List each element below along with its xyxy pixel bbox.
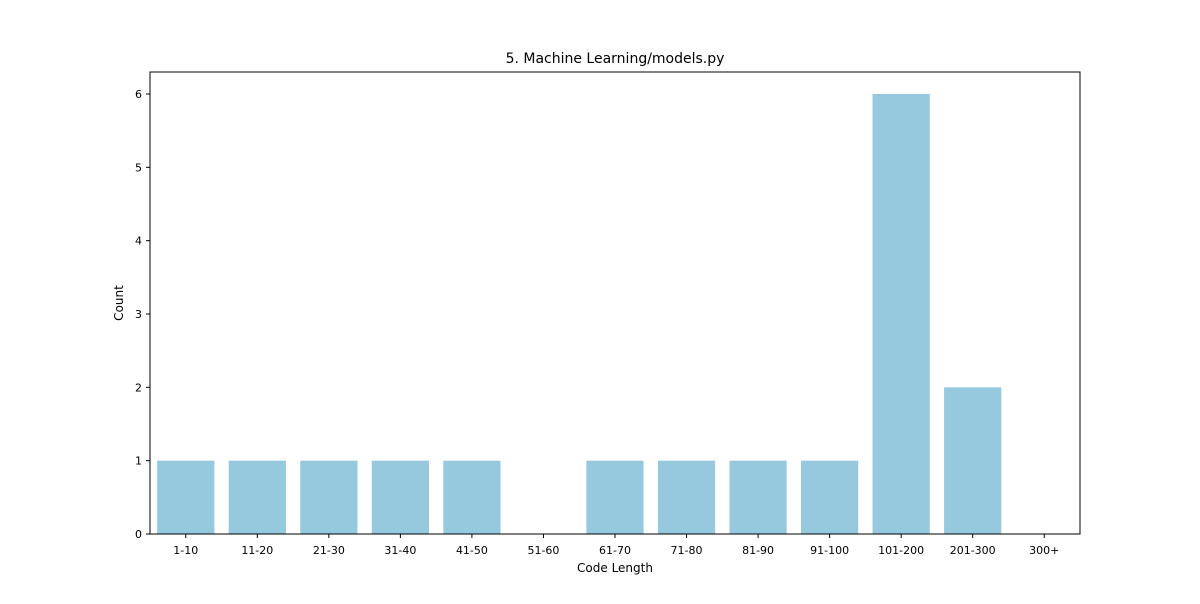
y-axis-label: Count bbox=[112, 285, 126, 321]
y-tick-label: 5 bbox=[135, 161, 142, 174]
bar-91-100 bbox=[801, 460, 859, 534]
bar-1-10 bbox=[157, 460, 215, 534]
bar-201-300 bbox=[944, 387, 1002, 534]
y-tick-label: 2 bbox=[135, 381, 142, 394]
bar-101-200 bbox=[872, 94, 930, 534]
x-tick-label: 201-300 bbox=[950, 544, 996, 557]
x-tick-label: 31-40 bbox=[384, 544, 416, 557]
bar-61-70 bbox=[586, 460, 644, 534]
x-tick-label: 61-70 bbox=[599, 544, 631, 557]
y-tick-label: 3 bbox=[135, 308, 142, 321]
x-tick-label: 51-60 bbox=[527, 544, 559, 557]
y-tick-label: 4 bbox=[135, 235, 142, 248]
bar-71-80 bbox=[657, 460, 716, 534]
x-axis: 1-10 11-20 21-30 31-40 41-50 51-60 61-70 71-80 8… bbox=[173, 534, 1059, 557]
bar-21-30 bbox=[300, 460, 358, 534]
bar-31-40 bbox=[371, 460, 429, 534]
x-tick-label: 300+ bbox=[1029, 544, 1059, 557]
bar-41-50 bbox=[443, 460, 501, 534]
x-tick-label: 11-20 bbox=[241, 544, 273, 557]
y-tick-label: 1 bbox=[135, 455, 142, 468]
y-tick-label: 0 bbox=[135, 528, 142, 541]
x-tick-label: 41-50 bbox=[456, 544, 488, 557]
bars-layer bbox=[157, 94, 1002, 534]
chart-title: 5. Machine Learning/models.py bbox=[506, 51, 725, 67]
x-tick-label: 71-80 bbox=[671, 544, 703, 557]
y-axis: 0 1 2 3 4 5 6 bbox=[135, 88, 150, 541]
x-tick-label: 1-10 bbox=[173, 544, 198, 557]
bar-81-90 bbox=[729, 460, 787, 534]
bar-11-20 bbox=[228, 460, 286, 534]
x-tick-label: 81-90 bbox=[742, 544, 774, 557]
x-tick-label: 21-30 bbox=[313, 544, 345, 557]
x-axis-label: Code Length bbox=[577, 561, 653, 575]
y-tick-label: 6 bbox=[135, 88, 142, 101]
x-tick-label: 101-200 bbox=[878, 544, 924, 557]
x-tick-label: 91-100 bbox=[810, 544, 849, 557]
